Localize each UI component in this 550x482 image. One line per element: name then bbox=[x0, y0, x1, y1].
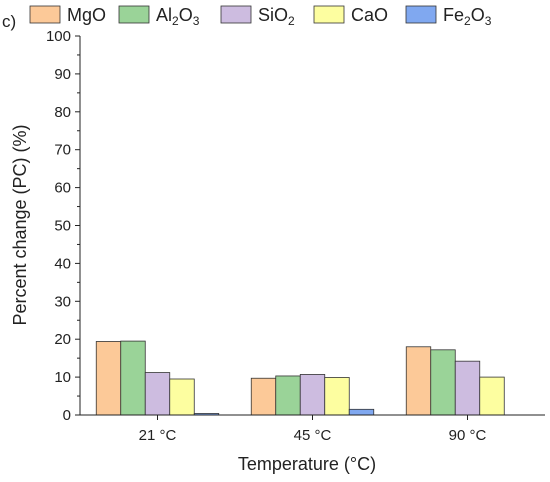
x-tick-label: 90 °C bbox=[449, 427, 487, 444]
y-axis-title: Percent change (PC) (%) bbox=[10, 124, 30, 325]
x-tick-label: 21 °C bbox=[139, 427, 177, 444]
legend-swatch-al2o3 bbox=[118, 5, 150, 24]
legend-label-fe2o3: Fe2O3 bbox=[443, 5, 492, 28]
legend-label-cao: CaO bbox=[351, 5, 388, 25]
bar-mgo-1 bbox=[95, 341, 122, 416]
legend-label-sio2: SiO2 bbox=[258, 5, 295, 28]
y-ticks: 0 10 20 30 40 50 60 70 80 90 100 bbox=[46, 28, 80, 424]
bar-sio2-2 bbox=[299, 374, 326, 416]
bar-cao-3 bbox=[479, 376, 505, 416]
y-tick-label: 60 bbox=[54, 180, 71, 197]
axes bbox=[79, 36, 545, 416]
y-tick-label: 40 bbox=[54, 255, 71, 272]
bar-al2o3-3 bbox=[430, 349, 456, 416]
y-tick-label: 50 bbox=[54, 218, 71, 235]
y-tick-label: 90 bbox=[54, 66, 71, 83]
y-tick-label: 10 bbox=[54, 369, 71, 386]
bar-al2o3-1 bbox=[120, 340, 146, 416]
legend-label-mgo: MgO bbox=[67, 5, 106, 25]
x-axis-title: Temperature (°C) bbox=[238, 454, 376, 474]
y-tick-label: 20 bbox=[54, 331, 71, 348]
bar-cao-1 bbox=[169, 378, 195, 416]
bar-sio2-3 bbox=[454, 360, 481, 416]
legend-swatch-sio2 bbox=[220, 5, 252, 24]
y-tick-label: 80 bbox=[54, 104, 71, 121]
y-tick-label: 0 bbox=[63, 407, 71, 424]
y-tick-label: 100 bbox=[46, 28, 71, 45]
y-tick-label: 70 bbox=[54, 142, 71, 159]
bar-cao-2 bbox=[324, 377, 350, 416]
y-tick-label: 30 bbox=[54, 293, 71, 310]
legend-label-al2o3: Al2O3 bbox=[156, 5, 200, 28]
bar-sio2-1 bbox=[144, 372, 171, 416]
panel-label: c) bbox=[2, 12, 16, 31]
legend-swatch-mgo bbox=[29, 5, 61, 24]
x-tick-label: 45 °C bbox=[294, 427, 332, 444]
legend-swatch-cao bbox=[313, 5, 345, 24]
x-ticks: 21 °C 45 °C 90 °C bbox=[139, 415, 487, 444]
legend-swatch-fe2o3 bbox=[405, 5, 437, 24]
legend: MgO Al2O3 SiO2 CaO Fe2O3 bbox=[29, 5, 492, 28]
bar-mgo-3 bbox=[405, 346, 432, 416]
bar-fe2o3-2 bbox=[348, 408, 375, 416]
bar-mgo-2 bbox=[250, 377, 277, 416]
bar-al2o3-2 bbox=[275, 375, 301, 416]
bars bbox=[95, 340, 505, 416]
